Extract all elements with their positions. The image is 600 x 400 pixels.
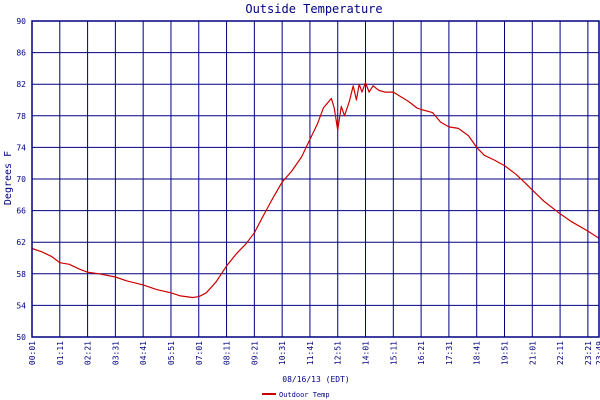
x-tick-label: 21:01 [528, 341, 537, 365]
x-tick-label: 04:41 [139, 341, 148, 365]
x-tick-label: 09:21 [250, 341, 259, 365]
x-tick-label: 11:41 [306, 341, 315, 365]
y-tick-label: 78 [16, 112, 26, 121]
y-tick-label: 58 [16, 270, 26, 279]
x-tick-label: 17:31 [445, 341, 454, 365]
x-tick-label: 05:51 [167, 341, 176, 365]
x-tick-label: 03:31 [111, 341, 120, 365]
series-line-outdoor-temp [31, 82, 600, 299]
y-tick-label: 54 [16, 301, 26, 310]
y-tick-label: 74 [16, 143, 26, 152]
x-tick-label: 08:11 [223, 341, 232, 365]
legend: Outdoor Temp [262, 391, 330, 399]
chart-title: Outside Temperature [245, 2, 382, 16]
y-tick-labels: 50 54 58 62 66 70 74 78 82 86 90 [16, 17, 26, 342]
x-tick-label: 23:49 [595, 341, 600, 365]
x-tick-label: 18:41 [473, 341, 482, 365]
y-tick-label: 50 [16, 333, 26, 342]
legend-label: Outdoor Temp [279, 391, 330, 399]
x-tick-label: 01:11 [56, 341, 65, 365]
x-tick-label: 10:31 [278, 341, 287, 365]
y-tick-label: 86 [16, 49, 26, 58]
y-tick-label: 90 [16, 17, 26, 26]
x-tick-label: 15:11 [389, 341, 398, 365]
x-tick-label: 07:01 [195, 341, 204, 365]
grid-lines [31, 20, 600, 338]
x-tick-labels: 00:01 01:11 02:21 03:31 04:41 05:51 07:01 08:11… [28, 341, 600, 365]
y-tick-label: 62 [16, 238, 26, 247]
x-tick-label: 16:21 [417, 341, 426, 365]
x-tick-label: 02:21 [84, 341, 93, 365]
x-tick-label: 14:01 [362, 341, 371, 365]
y-tick-label: 70 [16, 175, 26, 184]
x-tick-label: 00:01 [28, 341, 37, 365]
x-axis-label: 08/16/13 (EDT) [282, 375, 349, 384]
y-tick-label: 82 [16, 80, 26, 89]
plot-frame [31, 20, 600, 338]
y-tick-label: 66 [16, 207, 26, 216]
y-axis-label: Degrees F [3, 151, 14, 205]
x-tick-label: 19:51 [501, 341, 510, 365]
x-tick-label: 22:11 [556, 341, 565, 365]
x-tick-label: 12:51 [334, 341, 343, 365]
x-tick-label: 23:21 [584, 341, 593, 365]
series-layer [31, 82, 600, 299]
